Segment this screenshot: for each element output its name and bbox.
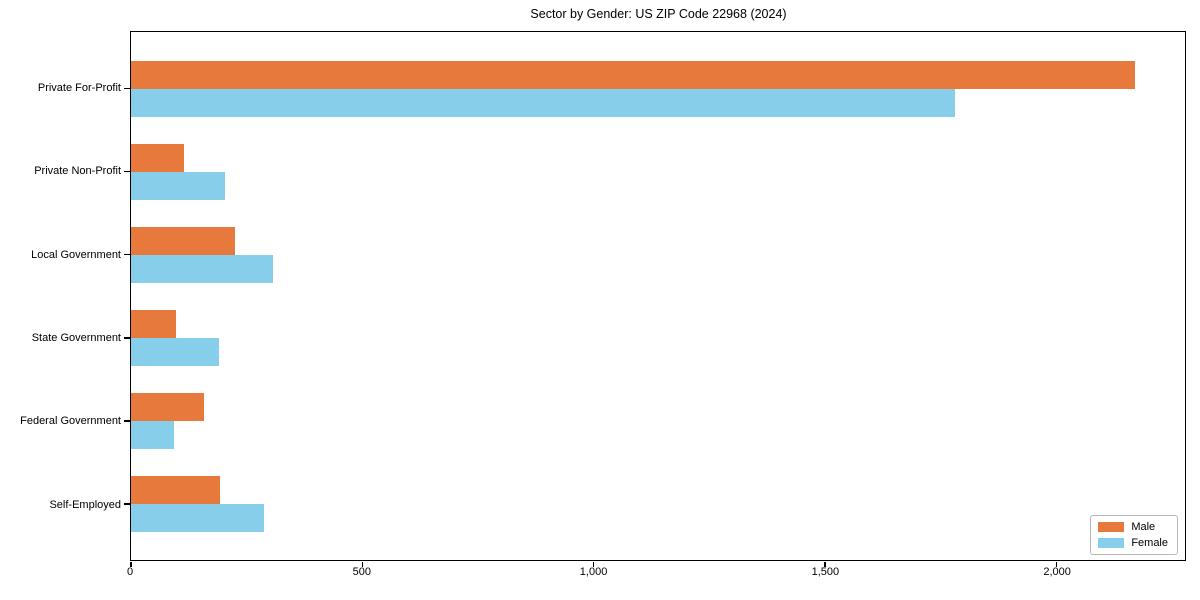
category-label: Private Non-Profit — [34, 165, 121, 178]
bar-male-2 — [131, 226, 236, 255]
bar-female-5 — [131, 504, 265, 533]
category-label: Private For-Profit — [37, 81, 121, 94]
bar-female-4 — [131, 420, 175, 449]
legend-label: Female — [1131, 537, 1168, 549]
y-tick-mark — [124, 171, 130, 173]
y-tick-mark — [124, 503, 130, 505]
x-tick-label: 1,000 — [579, 566, 608, 578]
bar-male-0 — [131, 60, 1136, 89]
x-tick-mark — [361, 562, 363, 567]
x-tick-mark — [130, 562, 132, 567]
legend-swatch-icon — [1098, 538, 1125, 548]
x-tick-label: 0 — [126, 566, 134, 578]
category-label: Self-Employed — [49, 498, 121, 511]
category-label: Local Government — [31, 248, 121, 261]
plot-area: Male Female — [124, 31, 1186, 567]
x-tick-mark — [1055, 562, 1057, 567]
x-tick-mark — [824, 562, 826, 567]
legend: Male Female — [1090, 515, 1178, 555]
legend-item-male: Male — [1098, 521, 1168, 533]
y-tick-mark — [124, 254, 130, 256]
legend-swatch-icon — [1098, 522, 1125, 532]
x-tick-mark — [593, 562, 595, 567]
y-tick-mark — [124, 337, 130, 339]
y-tick-mark — [124, 420, 130, 422]
bar-male-3 — [131, 309, 176, 338]
bar-male-5 — [131, 476, 221, 505]
category-label: State Government — [31, 332, 121, 345]
category-label: Federal Government — [20, 415, 121, 428]
chart-title: Sector by Gender: US ZIP Code 22968 (202… — [530, 7, 787, 21]
bar-male-1 — [131, 143, 185, 172]
bar-female-1 — [131, 171, 226, 200]
bar-female-2 — [131, 254, 273, 283]
y-axis-labels: Private For-Profit Private Non-Profit Loca… — [0, 31, 121, 561]
legend-item-female: Female — [1098, 537, 1168, 549]
y-tick-mark — [124, 88, 130, 90]
x-tick-label: 1,500 — [811, 566, 840, 578]
x-tick-label: 500 — [352, 566, 371, 578]
bar-male-4 — [131, 392, 204, 421]
bar-female-0 — [131, 88, 955, 117]
x-axis-labels: 0 500 1,000 1,500 2,000 — [126, 566, 1186, 582]
x-tick-label: 2,000 — [1043, 566, 1071, 578]
legend-label: Male — [1131, 521, 1156, 533]
bar-female-3 — [131, 337, 220, 366]
